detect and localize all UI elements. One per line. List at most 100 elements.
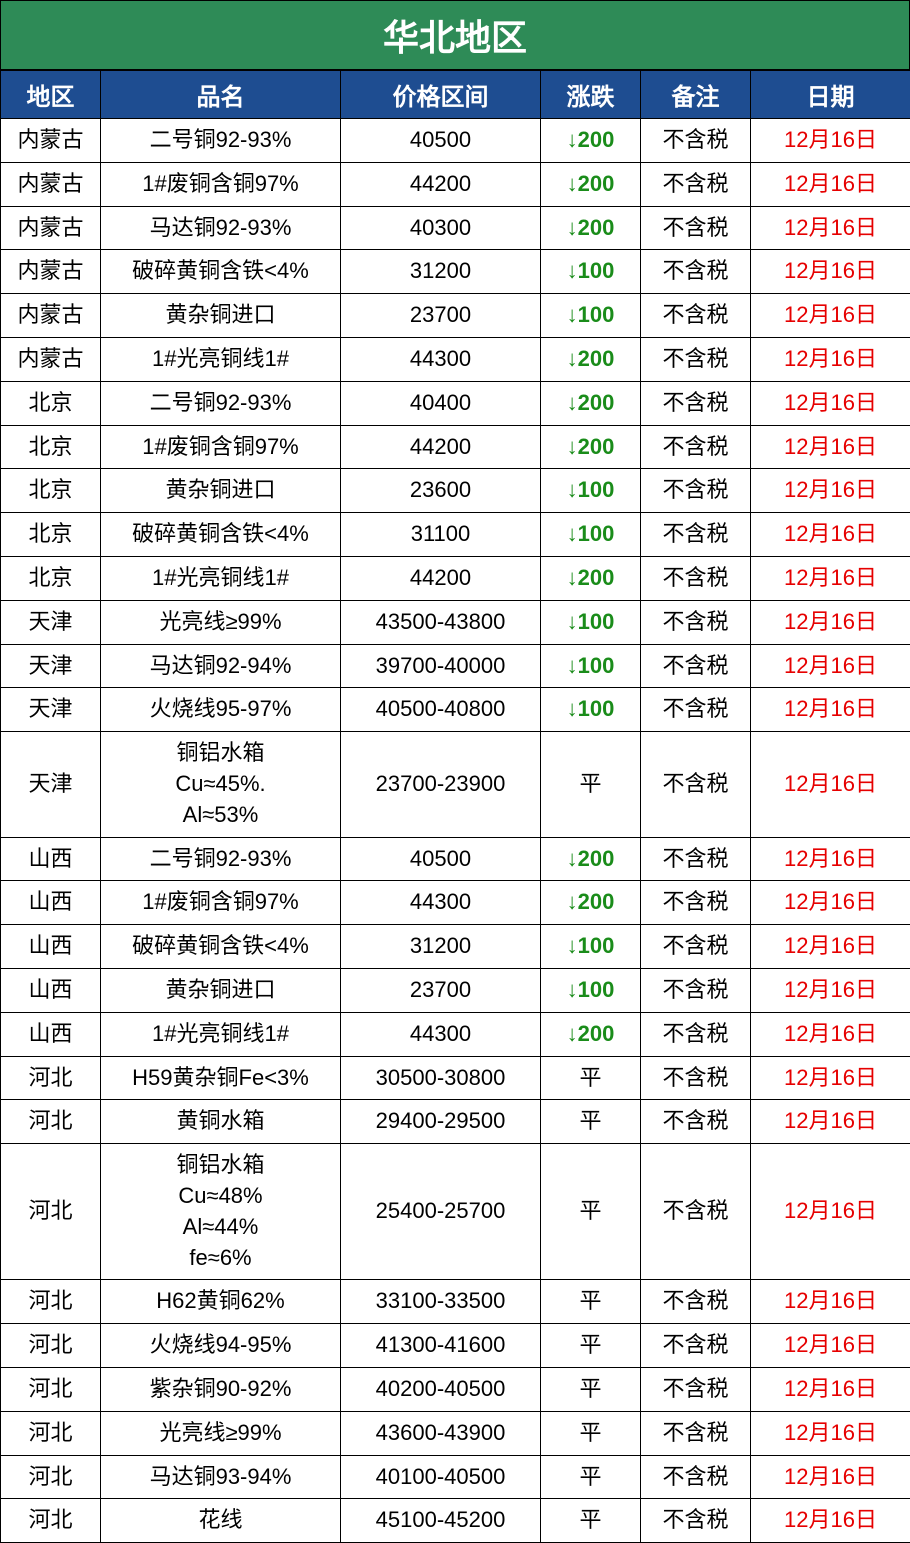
- cell-region: 天津: [1, 688, 101, 732]
- cell-product: 马达铜93-94%: [101, 1455, 341, 1499]
- cell-product: 黄铜水箱: [101, 1100, 341, 1144]
- cell-price: 31200: [341, 925, 541, 969]
- table-row: 内蒙古1#废铜含铜97%44200↓200不含税12月16日: [1, 162, 910, 206]
- table-row: 河北马达铜93-94%40100-40500平不含税12月16日: [1, 1455, 910, 1499]
- cell-note: 不含税: [641, 881, 751, 925]
- price-table: 地区 品名 价格区间 涨跌 备注 日期 内蒙古二号铜92-93%40500↓20…: [0, 70, 910, 1543]
- cell-region: 河北: [1, 1056, 101, 1100]
- cell-change: ↓200: [541, 837, 641, 881]
- cell-note: 不含税: [641, 337, 751, 381]
- cell-change: ↓200: [541, 119, 641, 163]
- cell-note: 不含税: [641, 644, 751, 688]
- cell-price: 31100: [341, 513, 541, 557]
- cell-note: 不含税: [641, 925, 751, 969]
- cell-region: 河北: [1, 1144, 101, 1280]
- table-row: 山西黄杂铜进口23700↓100不含税12月16日: [1, 968, 910, 1012]
- cell-price: 40200-40500: [341, 1367, 541, 1411]
- cell-product: 铜铝水箱 Cu≈45%. Al≈53%: [101, 732, 341, 837]
- cell-date: 12月16日: [751, 206, 910, 250]
- cell-date: 12月16日: [751, 425, 910, 469]
- table-row: 内蒙古二号铜92-93%40500↓200不含税12月16日: [1, 119, 910, 163]
- cell-product: 1#光亮铜线1#: [101, 556, 341, 600]
- cell-note: 不含税: [641, 837, 751, 881]
- cell-date: 12月16日: [751, 732, 910, 837]
- table-row: 天津马达铜92-94%39700-40000↓100不含税12月16日: [1, 644, 910, 688]
- cell-product: 破碎黄铜含铁<4%: [101, 925, 341, 969]
- cell-price: 25400-25700: [341, 1144, 541, 1280]
- cell-product: 黄杂铜进口: [101, 469, 341, 513]
- cell-date: 12月16日: [751, 837, 910, 881]
- cell-region: 北京: [1, 513, 101, 557]
- cell-price: 30500-30800: [341, 1056, 541, 1100]
- table-row: 山西1#废铜含铜97%44300↓200不含税12月16日: [1, 881, 910, 925]
- cell-change: ↓100: [541, 250, 641, 294]
- cell-region: 河北: [1, 1367, 101, 1411]
- header-row: 地区 品名 价格区间 涨跌 备注 日期: [1, 71, 910, 119]
- cell-region: 河北: [1, 1280, 101, 1324]
- cell-product: 1#光亮铜线1#: [101, 337, 341, 381]
- cell-product: 花线: [101, 1499, 341, 1543]
- cell-change: ↓100: [541, 688, 641, 732]
- cell-date: 12月16日: [751, 1367, 910, 1411]
- cell-region: 河北: [1, 1455, 101, 1499]
- cell-note: 不含税: [641, 688, 751, 732]
- table-row: 河北H59黄杂铜Fe<3%30500-30800平不含税12月16日: [1, 1056, 910, 1100]
- cell-price: 43600-43900: [341, 1411, 541, 1455]
- cell-region: 山西: [1, 881, 101, 925]
- cell-note: 不含税: [641, 1056, 751, 1100]
- cell-change: ↓200: [541, 337, 641, 381]
- cell-product: 火烧线94-95%: [101, 1324, 341, 1368]
- header-product: 品名: [101, 71, 341, 119]
- cell-product: 光亮线≥99%: [101, 600, 341, 644]
- cell-change: 平: [541, 732, 641, 837]
- cell-date: 12月16日: [751, 469, 910, 513]
- cell-change: 平: [541, 1455, 641, 1499]
- cell-region: 内蒙古: [1, 250, 101, 294]
- cell-region: 河北: [1, 1499, 101, 1543]
- cell-note: 不含税: [641, 1367, 751, 1411]
- cell-change: 平: [541, 1411, 641, 1455]
- cell-date: 12月16日: [751, 1280, 910, 1324]
- cell-region: 内蒙古: [1, 337, 101, 381]
- cell-change: ↓100: [541, 513, 641, 557]
- cell-region: 山西: [1, 925, 101, 969]
- cell-change: 平: [541, 1324, 641, 1368]
- table-row: 北京二号铜92-93%40400↓200不含税12月16日: [1, 381, 910, 425]
- cell-region: 天津: [1, 732, 101, 837]
- cell-price: 40300: [341, 206, 541, 250]
- table-row: 天津铜铝水箱 Cu≈45%. Al≈53%23700-23900平不含税12月1…: [1, 732, 910, 837]
- cell-region: 天津: [1, 600, 101, 644]
- region-title: 华北地区: [0, 0, 910, 70]
- cell-change: ↓200: [541, 881, 641, 925]
- cell-date: 12月16日: [751, 688, 910, 732]
- cell-note: 不含税: [641, 250, 751, 294]
- cell-note: 不含税: [641, 600, 751, 644]
- cell-product: H62黄铜62%: [101, 1280, 341, 1324]
- cell-date: 12月16日: [751, 1324, 910, 1368]
- cell-date: 12月16日: [751, 1144, 910, 1280]
- cell-product: 1#废铜含铜97%: [101, 162, 341, 206]
- cell-change: ↓100: [541, 600, 641, 644]
- cell-product: 二号铜92-93%: [101, 119, 341, 163]
- cell-change: 平: [541, 1144, 641, 1280]
- cell-note: 不含税: [641, 469, 751, 513]
- cell-date: 12月16日: [751, 1012, 910, 1056]
- cell-note: 不含税: [641, 732, 751, 837]
- cell-date: 12月16日: [751, 1455, 910, 1499]
- cell-product: 1#废铜含铜97%: [101, 881, 341, 925]
- cell-price: 29400-29500: [341, 1100, 541, 1144]
- cell-change: ↓200: [541, 556, 641, 600]
- cell-price: 44200: [341, 425, 541, 469]
- cell-product: 黄杂铜进口: [101, 294, 341, 338]
- cell-region: 内蒙古: [1, 294, 101, 338]
- cell-date: 12月16日: [751, 925, 910, 969]
- cell-change: ↓200: [541, 1012, 641, 1056]
- cell-region: 内蒙古: [1, 162, 101, 206]
- header-price: 价格区间: [341, 71, 541, 119]
- cell-change: ↓200: [541, 206, 641, 250]
- cell-change: ↓100: [541, 644, 641, 688]
- cell-price: 40500-40800: [341, 688, 541, 732]
- cell-price: 43500-43800: [341, 600, 541, 644]
- cell-date: 12月16日: [751, 1056, 910, 1100]
- cell-change: ↓100: [541, 294, 641, 338]
